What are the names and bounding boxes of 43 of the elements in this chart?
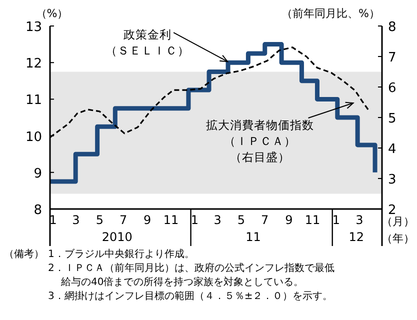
x-tick-label: 7 — [261, 213, 269, 227]
annotation: 拡大消費者物価指数 — [206, 118, 314, 132]
y2-tick-label: 3 — [388, 172, 396, 188]
x-tick-label: 5 — [96, 213, 104, 227]
annotation: 政策金利 — [124, 28, 172, 42]
y-axis-title: （%） — [36, 7, 68, 20]
x-tick-label: 5 — [237, 213, 246, 227]
x-tick-label: 1 — [332, 213, 340, 227]
x2-tick-label: 12 — [348, 230, 364, 244]
x-tick-label: 7 — [119, 213, 128, 227]
annotation: （右目盛） — [230, 150, 290, 164]
y-tick-label: 12 — [25, 56, 42, 72]
y-tick-label: 8 — [34, 203, 42, 218]
x-tick-label: 3 — [214, 213, 222, 227]
x-tick-label: 9 — [144, 213, 152, 227]
x-axis-title: （月） — [382, 215, 414, 228]
y2-tick-label: 5 — [388, 112, 396, 126]
annotation: （ＩＰＣＡ） — [224, 134, 296, 148]
x-tick-label: 9 — [285, 213, 293, 227]
y2-tick-label: 7 — [388, 50, 396, 66]
text: 1．ブラジル中央銀行より作成。 — [48, 248, 194, 260]
x-tick-label: 11 — [304, 213, 320, 227]
y2-tick-label: 2 — [388, 203, 396, 218]
y-tick-label: 10 — [25, 130, 42, 145]
y-tick-label: 9 — [34, 166, 42, 182]
y2-axis-title: （前年同月比、%） — [282, 7, 380, 20]
x2-tick-label: 2010 — [102, 230, 132, 244]
annotation: （ＳＥＬＩＣ） — [106, 44, 190, 58]
x-tick-label: 1 — [190, 213, 198, 227]
x-tick-label: 3 — [72, 213, 80, 227]
text: 2．ＩＰＣＡ（前年同月比）は、政府の公式インフレ指数で最低給与の40倍までの所得を持つ家族を対象としている。 — [48, 262, 334, 288]
text: 3．網掛けはインフレ目標の範囲（４．５％±２．０）を示す。 — [48, 290, 333, 302]
x-tick-label: 11 — [163, 213, 179, 227]
x2-axis-title: （年） — [382, 232, 414, 245]
y-tick-label: 11 — [25, 93, 42, 108]
y2-tick-label: 8 — [388, 20, 396, 35]
x-tick-label: 3 — [356, 213, 364, 227]
y-tick-label: 13 — [25, 20, 42, 35]
text: （備考） — [4, 248, 44, 260]
x-tick-label: 1 — [49, 213, 57, 227]
y2-tick-label: 6 — [388, 81, 396, 96]
x2-tick-label: 11 — [246, 230, 261, 244]
y2-tick-label: 4 — [388, 142, 396, 157]
